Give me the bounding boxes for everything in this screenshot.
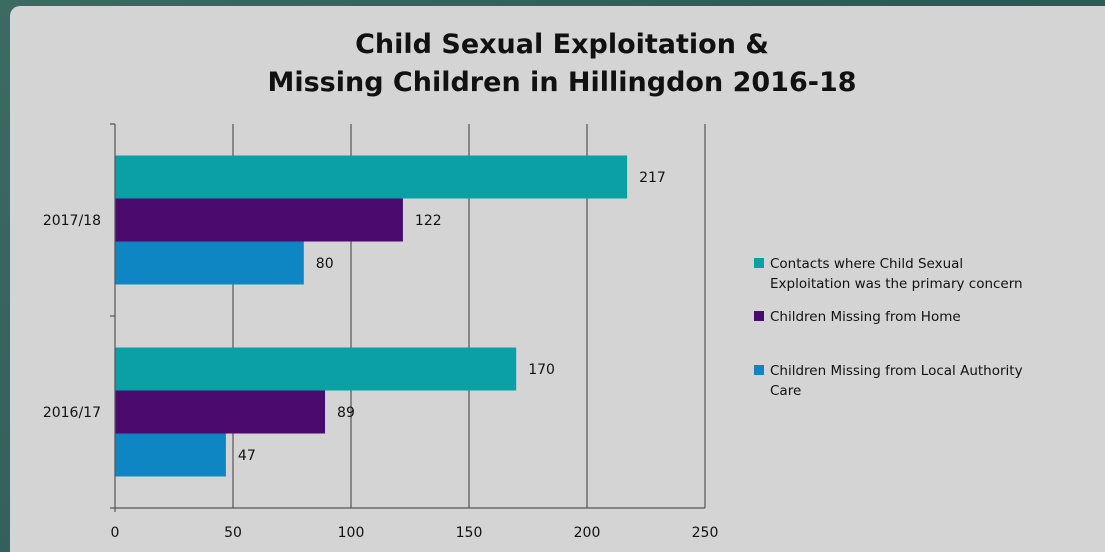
chart-title-line: Missing Children in Hillingdon 2016-18	[267, 67, 856, 98]
legend-label: Contacts where Child Sexual	[770, 256, 963, 272]
legend-label: Children Missing from Local Authority	[770, 363, 1023, 379]
data-label: 47	[238, 448, 256, 464]
bars	[115, 155, 628, 477]
chart-panel: Child Sexual Exploitation & Missing Child…	[10, 6, 1105, 552]
chart-title-line: Child Sexual Exploitation &	[355, 29, 769, 60]
x-tick-label: 150	[456, 525, 483, 541]
x-tick-label: 100	[338, 525, 365, 541]
bar	[115, 390, 326, 434]
legend-label: Exploitation was the primary concern	[770, 276, 1023, 292]
legend: Contacts where Child Sexual Exploitation …	[754, 256, 1023, 399]
data-label: 122	[415, 213, 442, 229]
data-label: 80	[316, 256, 334, 272]
data-label: 170	[528, 362, 555, 378]
legend-swatch	[754, 258, 764, 268]
x-tick-label: 250	[692, 525, 719, 541]
legend-label: Care	[770, 383, 801, 399]
axes: 0 50 100 150 200 250 2017/18 2016/17	[43, 123, 719, 541]
legend-swatch	[754, 365, 764, 375]
bar	[115, 241, 304, 285]
x-tick-label: 200	[574, 525, 601, 541]
category-label: 2017/18	[43, 213, 101, 229]
legend-label: Children Missing from Home	[770, 309, 961, 325]
category-label: 2016/17	[43, 405, 101, 421]
legend-swatch	[754, 311, 764, 321]
chart-title: Child Sexual Exploitation & Missing Child…	[267, 29, 856, 98]
bar-chart: Child Sexual Exploitation & Missing Child…	[43, 29, 1023, 541]
data-label: 217	[639, 170, 666, 186]
bar	[115, 433, 226, 477]
x-tick-label: 0	[111, 525, 120, 541]
x-tick-label: 50	[224, 525, 242, 541]
bar	[115, 198, 403, 242]
data-labels: 217 122 80 170 89 47	[238, 170, 666, 464]
data-label: 89	[337, 405, 355, 421]
bar	[115, 155, 628, 199]
bar	[115, 347, 517, 391]
